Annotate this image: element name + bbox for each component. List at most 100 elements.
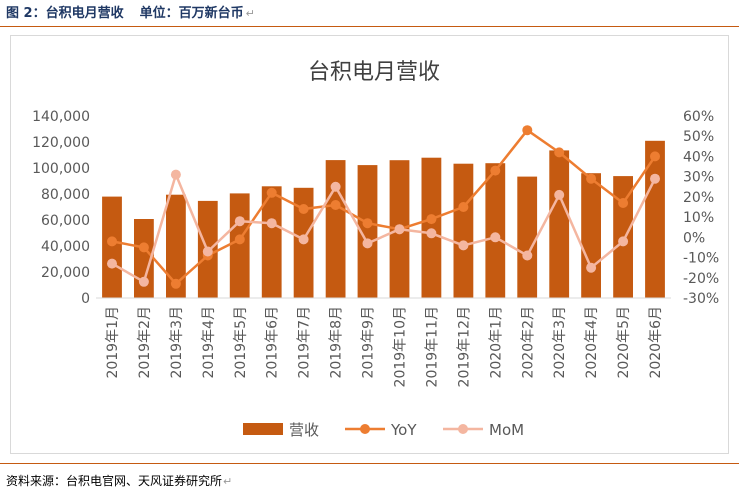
yoy-point-5 xyxy=(234,234,245,245)
bar-3 xyxy=(166,194,186,298)
left-y-axis: 0 20,000 40,000 60,000 80,000 100,000 120,000 1… xyxy=(32,109,90,307)
mom-point-5 xyxy=(234,216,245,227)
unit-label: 单位：百万新台币 xyxy=(139,6,244,21)
yoy-point-16 xyxy=(586,173,597,184)
source-text: 资料来源：台积电官网、天风证券研究所 xyxy=(6,474,223,488)
legend-label-revenue: 营收 xyxy=(289,421,319,439)
y2-tick-label: 60% xyxy=(683,109,714,125)
legend-swatch-revenue xyxy=(243,423,283,435)
x-tick-label: 2019年6月 xyxy=(265,306,281,379)
revenue-chart: 台积电月营收 0 20,000 40,000 60,000 80,000 100,000 1… xyxy=(32,60,719,439)
x-tick-label: 2019年11月 xyxy=(424,306,440,387)
chart-title: 台积电月营收 xyxy=(308,60,440,85)
top-divider xyxy=(0,26,739,27)
bar-16 xyxy=(581,173,601,298)
mom-point-8 xyxy=(330,181,341,192)
y-tick-label: 140,000 xyxy=(32,109,90,125)
yoy-point-18 xyxy=(650,151,660,162)
yoy-point-17 xyxy=(618,198,629,208)
y-tick-label: 100,000 xyxy=(32,161,90,177)
bar-5 xyxy=(229,193,250,298)
legend-marker-yoy xyxy=(360,424,370,434)
bar-1 xyxy=(102,196,122,298)
mom-point-3 xyxy=(170,169,181,180)
mom-point-6 xyxy=(266,218,277,229)
y-tick-label: 60,000 xyxy=(41,213,90,229)
yoy-point-8 xyxy=(330,200,341,210)
y-tick-label: 20,000 xyxy=(41,265,90,281)
x-tick-label: 2020年2月 xyxy=(520,306,536,379)
yoy-point-2 xyxy=(138,242,149,253)
mom-point-10 xyxy=(394,224,405,235)
bar-13 xyxy=(485,163,506,298)
mom-point-9 xyxy=(362,238,373,249)
bar-12 xyxy=(453,163,474,298)
x-tick-label: 2020年4月 xyxy=(584,306,600,379)
yoy-point-14 xyxy=(522,125,533,136)
x-tick-label: 2020年5月 xyxy=(616,306,632,379)
yoy-point-3 xyxy=(170,278,181,289)
legend: 营收 YoY MoM xyxy=(243,421,524,439)
mom-point-11 xyxy=(426,228,437,239)
x-tick-label: 2019年1月 xyxy=(105,306,121,379)
x-tick-label: 2020年3月 xyxy=(552,306,568,379)
y-tick-label: 80,000 xyxy=(41,187,90,203)
mom-point-1 xyxy=(107,258,117,269)
y2-tick-label: -20% xyxy=(683,271,719,287)
bar-9 xyxy=(357,165,378,298)
legend-marker-mom xyxy=(458,424,468,434)
x-tick-label: 2020年1月 xyxy=(488,306,504,379)
bar-18 xyxy=(645,140,665,298)
mom-point-18 xyxy=(650,173,660,184)
yoy-point-7 xyxy=(298,204,309,214)
y-tick-label: 120,000 xyxy=(32,135,90,151)
mom-point-4 xyxy=(202,246,213,257)
mom-point-16 xyxy=(586,262,597,273)
mom-point-17 xyxy=(618,236,629,247)
bar-11 xyxy=(421,157,442,298)
y2-tick-label: 50% xyxy=(683,129,714,145)
y2-tick-label: 30% xyxy=(683,170,714,186)
bar-8 xyxy=(325,160,346,298)
source-return-mark: ↵ xyxy=(223,475,233,488)
x-tick-label: 2019年10月 xyxy=(393,306,409,387)
mom-point-7 xyxy=(298,234,309,245)
return-mark: ↵ xyxy=(245,7,255,20)
source-note: 资料来源：台积电官网、天风证券研究所↵ xyxy=(6,472,232,489)
mom-point-15 xyxy=(554,189,565,200)
yoy-point-1 xyxy=(107,236,117,247)
y-tick-label: 40,000 xyxy=(41,239,90,255)
y2-tick-label: -30% xyxy=(683,291,719,307)
legend-label-yoy: YoY xyxy=(390,421,417,439)
x-axis: 2019年1月 2019年2月 2019年3月 2019年4月 2019年5月 2019年… xyxy=(96,297,671,387)
x-tick-label: 2019年4月 xyxy=(201,306,217,379)
y-tick-label: 0 xyxy=(81,291,90,307)
y2-tick-label: 0% xyxy=(683,230,705,246)
chart-container: 台积电月营收 0 20,000 40,000 60,000 80,000 100,000 1… xyxy=(10,35,729,454)
x-tick-label: 2019年2月 xyxy=(137,306,153,379)
mom-point-14 xyxy=(522,250,533,261)
x-tick-label: 2019年7月 xyxy=(297,306,313,379)
mom-point-12 xyxy=(458,240,469,251)
yoy-point-15 xyxy=(554,147,565,158)
mom-point-13 xyxy=(490,232,501,243)
right-y-axis: -30% -20% -10% 0% 10% 20% 30% 40% 50% 60% xyxy=(683,109,719,307)
y2-tick-label: -10% xyxy=(683,251,719,267)
mom-line xyxy=(111,173,657,284)
yoy-point-13 xyxy=(490,165,501,176)
line-series-mom xyxy=(107,169,660,287)
yoy-point-11 xyxy=(426,214,437,225)
x-tick-label: 2019年12月 xyxy=(456,306,472,387)
legend-label-mom: MoM xyxy=(489,421,524,439)
x-tick-label: 2020年6月 xyxy=(648,306,664,379)
x-tick-label: 2019年9月 xyxy=(361,306,377,379)
y2-tick-label: 10% xyxy=(683,210,714,226)
y2-tick-label: 40% xyxy=(683,149,714,165)
mom-point-2 xyxy=(138,276,149,287)
x-tick-label: 2019年3月 xyxy=(169,306,185,379)
y2-tick-label: 20% xyxy=(683,190,714,206)
bottom-divider xyxy=(0,463,739,464)
yoy-point-12 xyxy=(458,202,469,212)
x-tick-label: 2019年8月 xyxy=(329,306,345,379)
figure-title: 图 2：台积电月营收 xyxy=(6,6,124,21)
